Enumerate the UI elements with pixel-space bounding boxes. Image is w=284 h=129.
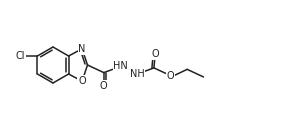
Text: O: O (78, 76, 86, 86)
Text: O: O (151, 49, 159, 59)
Text: O: O (166, 71, 174, 80)
Text: NH: NH (130, 69, 144, 79)
Text: O: O (100, 81, 108, 91)
Text: N: N (78, 44, 86, 54)
Text: HN: HN (113, 61, 128, 71)
Text: Cl: Cl (16, 51, 25, 61)
